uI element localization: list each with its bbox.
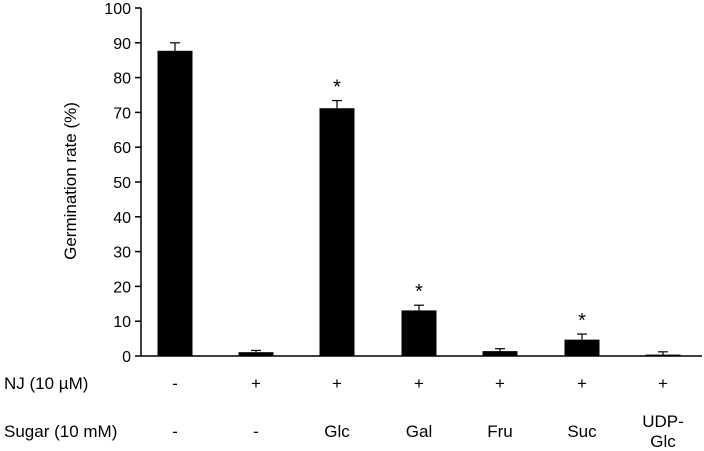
- row-cell: +: [495, 374, 505, 393]
- row-cell: Fru: [487, 422, 513, 441]
- bar: [401, 310, 437, 356]
- row-cell: Gal: [406, 422, 432, 441]
- row-cell: +: [414, 374, 424, 393]
- row-label: Sugar (10 mM): [4, 422, 117, 441]
- y-tick-label: 20: [113, 279, 131, 296]
- row-cell: +: [251, 374, 261, 393]
- bars: * * *: [157, 42, 681, 356]
- significance-marker: *: [333, 77, 341, 99]
- row-cell: -: [172, 374, 178, 393]
- row-cell: +: [577, 374, 587, 393]
- bar: [157, 50, 193, 356]
- y-tick-label: 30: [113, 245, 131, 262]
- y-tick-label: 90: [113, 36, 131, 53]
- bar: [319, 108, 355, 356]
- significance-marker: *: [415, 281, 423, 303]
- row-cell: Suc: [567, 422, 597, 441]
- bar: [645, 354, 681, 356]
- row-cell: Glc: [324, 422, 350, 441]
- row-cell: +: [332, 374, 342, 393]
- row-cell: +: [658, 374, 668, 393]
- row-cell: -: [253, 422, 259, 441]
- y-tick-label: 60: [113, 140, 131, 157]
- y-tick-label: 10: [113, 314, 131, 331]
- y-tick-label: 0: [122, 349, 131, 366]
- y-tick-label: 80: [113, 71, 131, 88]
- y-tick-label: 70: [113, 105, 131, 122]
- y-tick-label: 40: [113, 210, 131, 227]
- y-tick-label: 50: [113, 175, 131, 192]
- bar: [564, 339, 600, 356]
- bar: [482, 351, 518, 356]
- bar: [238, 352, 274, 356]
- condition-rows: NJ (10 µM) - + + + + + + Sugar (10 mM) - - Glc Gal Fr…: [4, 374, 684, 451]
- y-axis-label: Germination rate (%): [61, 102, 80, 260]
- row-label: NJ (10 µM): [4, 374, 88, 393]
- row-cell: -: [172, 422, 178, 441]
- significance-marker: *: [578, 310, 586, 332]
- y-tick-label: 100: [104, 1, 131, 18]
- row-cell: UDP-Glc: [642, 412, 684, 451]
